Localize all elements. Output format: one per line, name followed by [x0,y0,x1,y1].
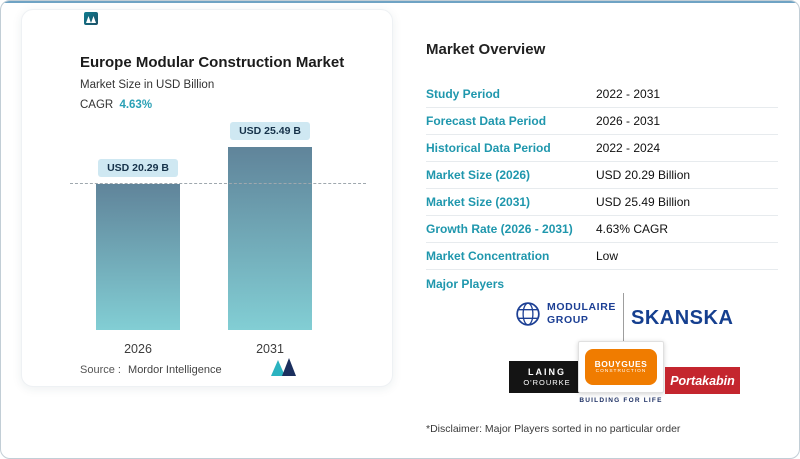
bar-column-2031: USD 25.49 B 2031 [224,121,316,359]
table-row-market-size-2031: Market Size (2031) USD 25.49 Billion [426,189,778,216]
x-axis-label-2031: 2031 [256,342,284,356]
chart-title: Europe Modular Construction Market [80,54,345,71]
overview-table: Study Period 2022 - 2031 Forecast Data P… [426,81,778,297]
row-value: Low [596,249,619,263]
table-row-study-period: Study Period 2022 - 2031 [426,81,778,108]
table-row-forecast-period: Forecast Data Period 2026 - 2031 [426,108,778,135]
row-label: Major Players [426,276,505,291]
bar-value-label-2026: USD 20.29 B [98,158,178,177]
row-value: 2022 - 2024 [596,141,661,155]
panel-heading: Market Overview [426,41,546,58]
bar-column-2026: USD 20.29 B 2026 [92,158,184,358]
row-label: Forecast Data Period [426,114,547,128]
disclaimer-text: *Disclaimer: Major Players sorted in no … [426,423,681,435]
mordor-intelligence-logo-icon [270,358,298,381]
bouygues-line2: CONSTRUCTION [595,369,647,375]
table-row-market-concentration: Market Concentration Low [426,243,778,270]
chart-card: Europe Modular Construction Market Marke… [21,9,393,387]
bar-2026 [96,183,180,330]
row-label: Market Size (2031) [426,195,531,209]
market-overview-panel: Market Overview Study Period 2022 - 2031… [426,41,778,291]
table-row-growth-rate: Growth Rate (2026 - 2031) 4.63% CAGR [426,216,778,243]
brand-wave-icon [86,15,96,23]
source-line: Source : Mordor Intelligence [80,364,222,376]
bar-value-label-2031: USD 25.49 B [230,121,310,140]
row-label: Market Size (2026) [426,168,531,182]
source-label: Source : [80,364,121,376]
bar-chart: USD 20.29 B 2026 USD 25.49 B 2031 [66,116,370,358]
globe-icon [516,302,540,326]
skanska-logo: SKANSKA [631,307,734,329]
table-row-historical-period: Historical Data Period 2022 - 2024 [426,135,778,162]
reference-line [70,182,366,184]
row-value: USD 20.29 Billion [596,168,691,182]
bouygues-line1: BOUYGUES [594,359,648,370]
portakabin-logo: Portakabin [665,367,740,394]
row-label: Growth Rate (2026 - 2031) [426,222,573,236]
laing-line2: O'ROURKE [523,377,571,387]
table-row-major-players: Major Players [426,270,778,297]
row-label: Historical Data Period [426,141,551,155]
modulaire-wordmark: MODULAIRE GROUP [547,301,616,327]
cagr-label: CAGR [80,99,114,111]
modulaire-group-logo: MODULAIRE GROUP [515,301,616,327]
row-value: 2026 - 2031 [596,114,661,128]
row-label: Market Concentration [426,249,550,263]
top-accent-line [1,1,799,3]
modulaire-line1: MODULAIRE [547,301,616,313]
chart-subtitle: Market Size in USD Billion [80,79,215,91]
laing-orourke-logo: LAING O'ROURKE [509,361,585,393]
logo-divider [623,293,624,349]
cagr-value: 4.63% [119,99,153,111]
bar-2031 [228,146,312,330]
table-row-market-size-2026: Market Size (2026) USD 20.29 Billion [426,162,778,189]
row-label: Study Period [426,87,501,101]
building-for-life-tagline: BUILDING FOR LIFE [579,397,663,404]
cagr-line: CAGR 4.63% [80,99,152,111]
row-value: 2022 - 2031 [596,87,661,101]
row-value: USD 25.49 Billion [596,195,691,209]
x-axis-label-2026: 2026 [124,342,152,356]
bouygues-logo-card: BOUYGUES CONSTRUCTION [578,341,664,393]
brand-mark-icon [84,12,98,25]
modulaire-line2: GROUP [547,314,589,327]
source-value: Mordor Intelligence [128,364,222,376]
row-value: 4.63% CAGR [596,222,669,236]
bouygues-logo: BOUYGUES CONSTRUCTION [585,349,657,385]
laing-line1: LAING [528,367,566,378]
